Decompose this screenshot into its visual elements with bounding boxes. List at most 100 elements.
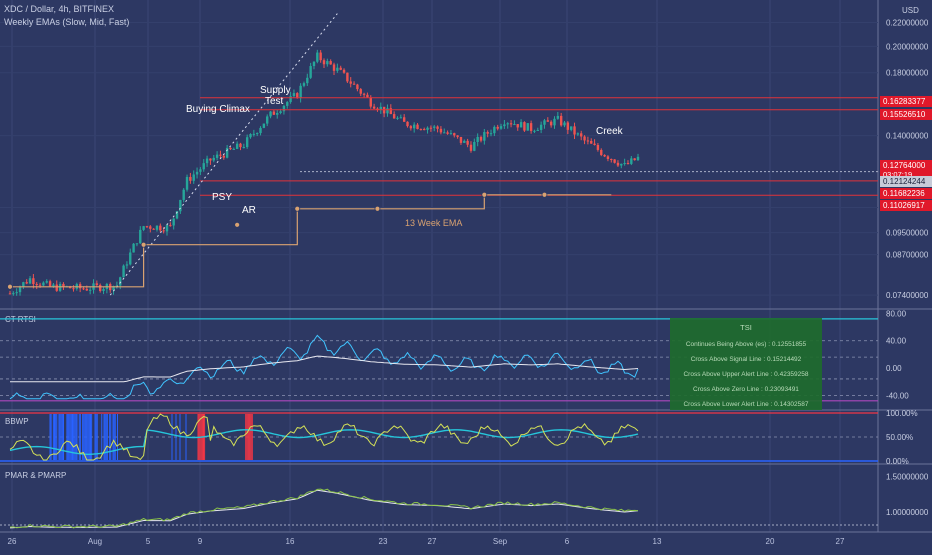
y-tick-label: 0.20000000 [886, 42, 929, 51]
candle-body [439, 128, 443, 133]
rsi-tick-label: 0.00 [886, 364, 902, 373]
candle-body [386, 108, 389, 114]
candle-body [463, 140, 466, 143]
candle-body [606, 156, 610, 159]
price-label-bg [880, 176, 932, 187]
bbwp-tick-label: 0.00% [886, 457, 909, 466]
candle-body [32, 278, 35, 285]
candle-body [356, 84, 359, 90]
rsi-tick-label: -40.00 [886, 391, 909, 400]
candle-body [409, 126, 413, 129]
candle-body [519, 122, 523, 128]
candle-body [266, 116, 269, 124]
candle-body [282, 105, 286, 112]
y-tick-label: 0.08700000 [886, 251, 929, 260]
price-label: 0.12764000 [883, 161, 926, 170]
candle-body [366, 94, 369, 98]
candle-body [402, 117, 406, 122]
pmar-tick-label: 1.00000000 [886, 508, 929, 517]
candle-body [610, 158, 613, 160]
candle-body [436, 126, 439, 129]
price-label: 0.11682236 [883, 189, 925, 198]
bbwp-tick-label: 50.00% [886, 433, 913, 442]
candle-body [416, 124, 419, 130]
candle-body [309, 66, 312, 78]
candle-body [302, 83, 306, 86]
candle-body [473, 142, 476, 151]
candle-body [149, 226, 152, 229]
x-tick-label: Sep [493, 537, 508, 546]
candle-body [8, 293, 12, 295]
price-label: 0.16283377 [883, 97, 926, 106]
pmar-tick-label: 1.50000000 [886, 473, 929, 482]
candle-body [232, 148, 236, 150]
candle-body [523, 122, 526, 131]
candle-body [546, 120, 550, 122]
tsi-table: TSI Continues Being Above (es) : 0.125518… [670, 318, 822, 410]
candle-body [576, 133, 580, 135]
candle-body [563, 122, 566, 126]
candle-body [98, 284, 102, 291]
candle-body [312, 61, 316, 67]
candle-body [162, 230, 165, 232]
candle-body [346, 72, 349, 82]
candle-body [412, 124, 416, 129]
candle-body [620, 163, 623, 166]
candle-body [316, 52, 319, 62]
y-tick-label: 0.22000000 [886, 19, 929, 28]
candle-body [633, 158, 636, 161]
candle-body [533, 130, 536, 132]
tsi-table-bg [670, 318, 822, 410]
candle-body [553, 118, 556, 126]
price-label-bg [880, 188, 932, 199]
candle-body [215, 154, 219, 158]
candle-body [52, 284, 55, 287]
candle-body [229, 147, 232, 150]
candle-body [549, 121, 553, 126]
candle-body [255, 133, 259, 135]
candle-body [483, 132, 486, 141]
candle-body [529, 123, 533, 131]
candle-body [476, 136, 479, 143]
candle-body [62, 283, 65, 287]
candle-body [596, 144, 600, 150]
candle-body [199, 169, 202, 172]
candle-body [429, 127, 433, 129]
candle-body [122, 265, 125, 278]
pane-title: PMAR & PMARP [5, 471, 66, 480]
candle-body [119, 277, 122, 286]
candle-body [125, 264, 129, 266]
y-tick-label: 0.14000000 [886, 132, 929, 141]
candle-body [286, 102, 289, 106]
x-tick-label: 16 [286, 537, 295, 546]
candle-body [636, 156, 640, 161]
candle-body [202, 163, 205, 170]
x-tick-label: 13 [653, 537, 662, 546]
pane-title: CT RTSI [5, 315, 36, 324]
candle-body [613, 159, 616, 163]
pmar-line [9, 488, 639, 529]
candle-body [426, 127, 429, 130]
candle-body [48, 281, 52, 287]
candle-body [466, 140, 469, 145]
price-label: 0.11026917 [883, 201, 925, 210]
candle-body [88, 289, 92, 291]
candle-body [486, 132, 489, 134]
candle-body [42, 282, 45, 286]
symbol-title: XDC / Dollar, 4h, BITFINEX [4, 4, 115, 14]
x-tick-label: 5 [146, 537, 151, 546]
rsi-line [9, 334, 639, 400]
candle-body [18, 286, 22, 293]
candle-body [493, 126, 496, 134]
candle-body [399, 117, 403, 119]
candle-body [329, 61, 332, 65]
candle-body [336, 67, 339, 71]
candle-body [352, 83, 356, 85]
candle-body [72, 288, 75, 290]
candle-body [205, 158, 209, 164]
x-tick-label: Aug [88, 537, 102, 546]
candle-body [379, 106, 382, 110]
annotation-label: Buying Climax [186, 104, 250, 115]
candle-body [590, 140, 593, 144]
